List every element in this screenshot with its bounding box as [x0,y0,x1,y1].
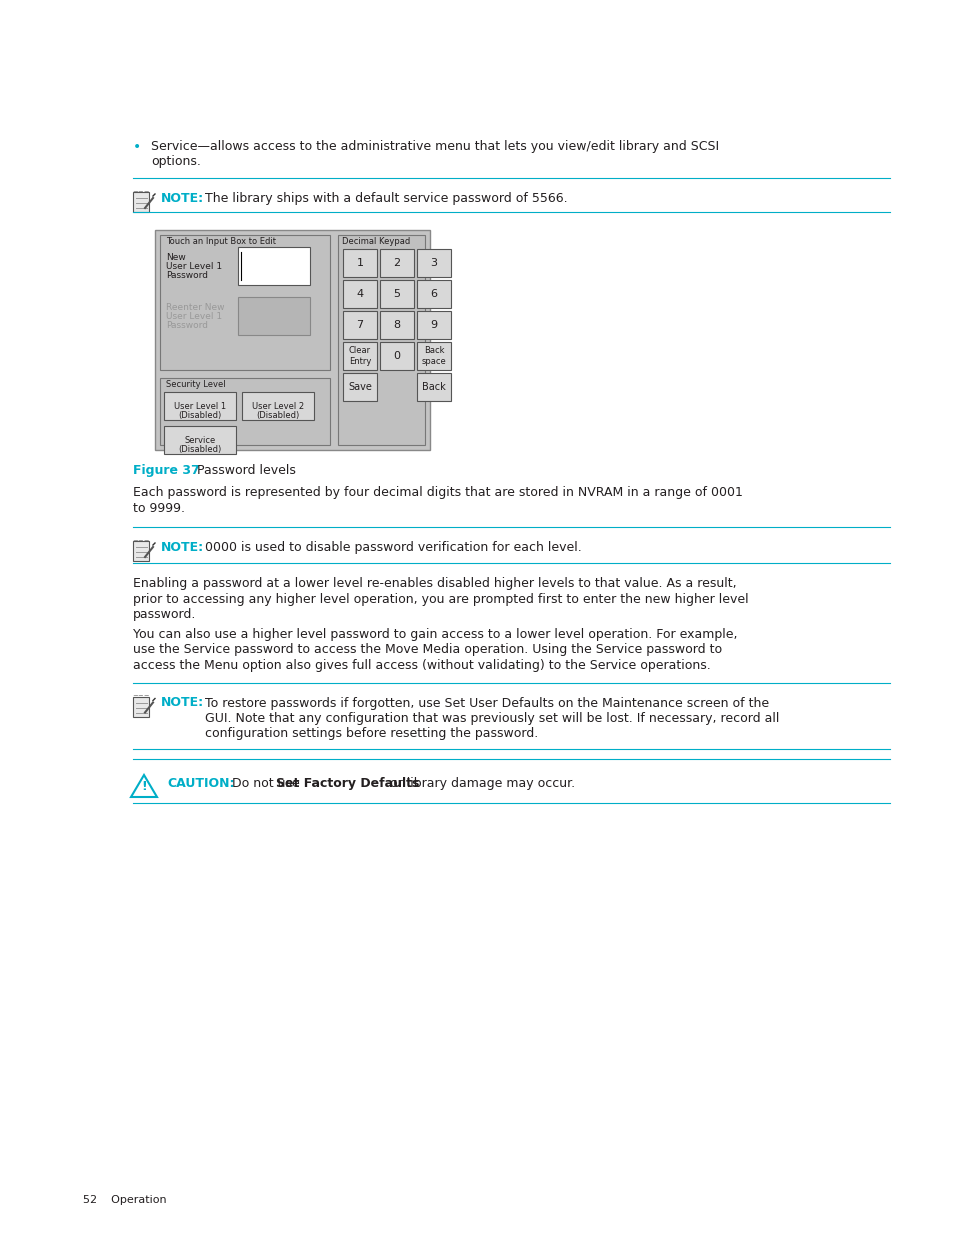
Text: 2: 2 [393,258,400,268]
Text: The library ships with a default service password of 5566.: The library ships with a default service… [205,191,567,205]
Text: Touch an Input Box to Edit: Touch an Input Box to Edit [166,237,275,246]
Text: NOTE:: NOTE: [161,541,204,555]
Text: prior to accessing any higher level operation, you are prompted first to enter t: prior to accessing any higher level oper… [132,593,748,605]
Text: 4: 4 [356,289,363,299]
Bar [416,342,451,370]
Text: ~~~: ~~~ [132,189,150,195]
Bar [164,426,235,454]
Text: To restore passwords if forgotten, use Set User Defaults on the Maintenance scre: To restore passwords if forgotten, use S… [205,697,768,709]
Bar [416,373,451,401]
Text: Back: Back [421,382,445,391]
Text: •: • [132,140,141,154]
Bar [343,249,376,277]
Bar [379,280,414,308]
Text: Reenter New: Reenter New [166,303,224,312]
Text: You can also use a higher level password to gain access to a lower level operati: You can also use a higher level password… [132,629,737,641]
Text: (Disabled): (Disabled) [178,411,221,420]
Text: Password: Password [166,321,208,330]
Text: options.: options. [151,156,201,168]
Bar [237,296,310,335]
Bar [343,373,376,401]
Text: Do not use: Do not use [224,777,303,790]
Text: Service: Service [184,436,215,445]
Polygon shape [131,776,157,797]
Text: !: ! [141,781,147,793]
Text: space: space [421,357,446,366]
Text: 7: 7 [356,320,363,330]
Text: (Disabled): (Disabled) [256,411,299,420]
Text: (Disabled): (Disabled) [178,445,221,454]
Text: 6: 6 [430,289,437,299]
Text: Figure 37: Figure 37 [132,464,199,477]
Text: User Level 1: User Level 1 [173,403,226,411]
Text: Back: Back [423,346,444,354]
Text: 0000 is used to disable password verification for each level.: 0000 is used to disable password verific… [205,541,581,555]
Text: 52    Operation: 52 Operation [83,1195,167,1205]
Text: 3: 3 [430,258,437,268]
Text: GUI. Note that any configuration that was previously set will be lost. If necess: GUI. Note that any configuration that wa… [205,713,779,725]
Text: User Level 1: User Level 1 [166,312,222,321]
Text: New: New [166,253,186,262]
Text: use the Service password to access the Move Media operation. Using the Service p: use the Service password to access the M… [132,643,721,657]
Text: access the Menu option also gives full access (without validating) to the Servic: access the Menu option also gives full a… [132,659,710,672]
Text: Clear: Clear [349,346,371,354]
Text: 0: 0 [393,351,400,361]
Bar [164,391,235,420]
Text: User Level 2: User Level 2 [252,403,304,411]
Text: 8: 8 [393,320,400,330]
Text: Entry: Entry [349,357,371,366]
Bar [416,311,451,338]
Text: Service—allows access to the administrative menu that lets you view/edit library: Service—allows access to the administrat… [151,140,719,153]
Text: NOTE:: NOTE: [161,697,204,709]
Text: 1: 1 [356,258,363,268]
Text: Decimal Keypad: Decimal Keypad [341,237,410,246]
Bar [242,391,314,420]
Bar [343,311,376,338]
Bar [337,235,424,445]
Text: or library damage may occur.: or library damage may occur. [386,777,575,790]
Text: ~~~: ~~~ [132,538,150,543]
Text: Password: Password [166,270,208,280]
Text: Password levels: Password levels [189,464,295,477]
Bar [160,235,330,370]
Bar [160,378,330,445]
Bar [379,249,414,277]
Text: ~~~: ~~~ [132,694,150,699]
Bar [379,342,414,370]
Bar [416,280,451,308]
Bar [416,249,451,277]
Bar [132,541,149,561]
Text: password.: password. [132,608,196,621]
Text: Save: Save [348,382,372,391]
Text: configuration settings before resetting the password.: configuration settings before resetting … [205,727,537,741]
Bar [343,280,376,308]
Text: CAUTION:: CAUTION: [167,777,234,790]
Text: NOTE:: NOTE: [161,191,204,205]
Bar [343,342,376,370]
Text: Set Factory Defaults: Set Factory Defaults [275,777,419,790]
Bar [132,697,149,716]
Text: 9: 9 [430,320,437,330]
Text: User Level 1: User Level 1 [166,262,222,270]
Bar [132,191,149,212]
Text: Each password is represented by four decimal digits that are stored in NVRAM in : Each password is represented by four dec… [132,487,742,499]
Bar [237,247,310,285]
Text: 5: 5 [393,289,400,299]
Bar [379,311,414,338]
Bar [154,230,430,450]
Text: to 9999.: to 9999. [132,501,185,515]
Text: Security Level: Security Level [166,380,226,389]
Text: Enabling a password at a lower level re-enables disabled higher levels to that v: Enabling a password at a lower level re-… [132,577,736,590]
